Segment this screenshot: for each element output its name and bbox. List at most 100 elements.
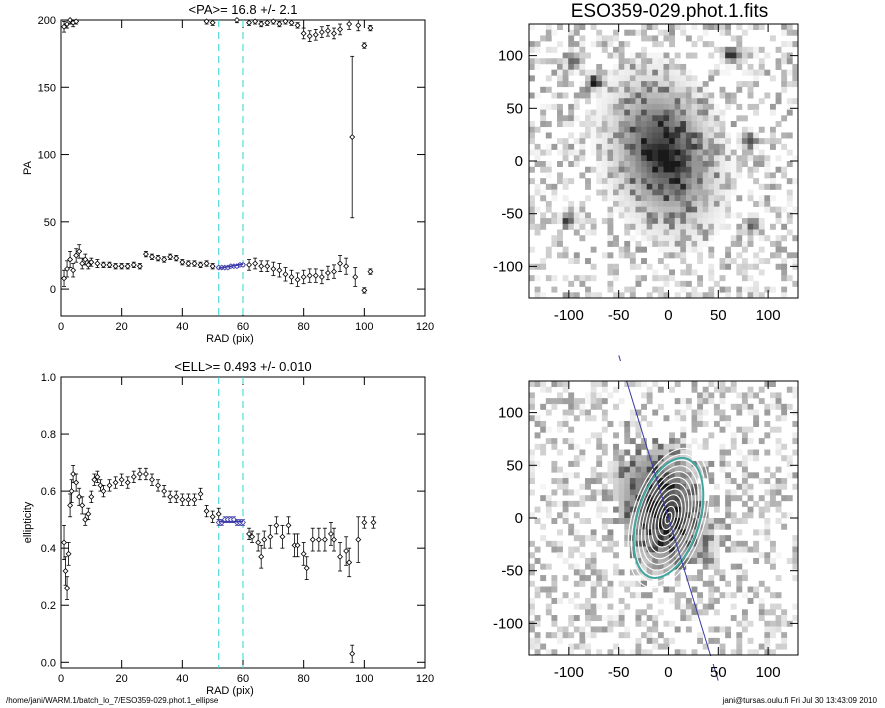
image-pixel (529, 472, 535, 479)
image-pixel (657, 569, 664, 576)
image-pixel (753, 592, 760, 599)
image-pixel (685, 280, 692, 287)
image-pixel (635, 189, 642, 196)
image-pixel (697, 81, 704, 88)
image-pixel (545, 495, 552, 502)
image-pixel (669, 155, 676, 162)
image-pixel (725, 420, 732, 427)
image-pixel (685, 132, 692, 139)
image-pixel (601, 615, 608, 622)
image-pixel (596, 92, 603, 99)
image-pixel (741, 512, 748, 519)
image-pixel (775, 46, 782, 53)
image-pixel (663, 172, 670, 179)
image-pixel (685, 540, 692, 547)
image-pixel (685, 615, 692, 622)
image-pixel (747, 483, 754, 490)
image-pixel (769, 592, 776, 599)
image-pixel (557, 178, 563, 185)
image-pixel (713, 161, 720, 168)
image-pixel (657, 212, 664, 219)
image-pixel (557, 121, 563, 128)
image-pixel (540, 58, 547, 65)
image-pixel (585, 229, 591, 236)
image-pixel (585, 92, 591, 99)
image-pixel (758, 63, 765, 70)
image-pixel (585, 275, 591, 282)
image-pixel (691, 235, 698, 242)
image-pixel (585, 212, 591, 219)
data-point (173, 493, 180, 500)
image-pixel (663, 292, 670, 299)
image-pixel (663, 121, 670, 128)
image-pixel (551, 586, 558, 593)
image-pixel (719, 398, 726, 405)
data-point (264, 263, 271, 270)
image-pixel (590, 615, 597, 622)
image-pixel (551, 218, 558, 225)
data-point (106, 482, 113, 489)
image-pixel (792, 540, 799, 547)
image-pixel (601, 592, 608, 599)
image-pixel (629, 195, 636, 202)
image-pixel (652, 132, 659, 139)
image-pixel (697, 540, 704, 547)
image-pixel (741, 58, 748, 65)
image-pixel (579, 495, 586, 502)
image-pixel (691, 603, 698, 610)
image-pixel (613, 126, 619, 133)
image-pixel (691, 24, 698, 31)
image-pixel (663, 103, 670, 110)
image-pixel (607, 280, 614, 287)
image-pixel (674, 109, 681, 116)
image-pixel (545, 183, 552, 190)
image-pixel (685, 495, 692, 502)
image-pixel (641, 580, 647, 587)
image-pixel (652, 643, 659, 650)
image-pixel (590, 92, 597, 99)
image-pixel (613, 29, 619, 36)
image-pixel (702, 212, 709, 219)
image-pixel (657, 563, 664, 570)
image-pixel (719, 455, 726, 462)
image-pixel (792, 557, 799, 564)
image-pixel (529, 58, 535, 65)
image-pixel (669, 195, 676, 202)
image-pixel (736, 103, 743, 110)
image-pixel (596, 143, 603, 150)
y-tick-label: 150 (38, 82, 56, 94)
image-pixel (646, 637, 653, 644)
image-pixel (618, 109, 625, 116)
image-pixel (758, 195, 765, 202)
image-pixel (713, 132, 720, 139)
image-pixel (691, 575, 698, 582)
image-pixel (545, 426, 552, 433)
data-point (294, 276, 301, 283)
image-pixel (601, 415, 608, 422)
image-pixel (663, 280, 670, 287)
image-pixel (540, 643, 547, 650)
image-pixel (646, 552, 653, 559)
image-pixel (657, 386, 664, 393)
image-pixel (680, 200, 687, 207)
image-pixel (596, 86, 603, 93)
image-pixel (613, 483, 619, 490)
image-pixel (545, 438, 552, 445)
image-pixel (708, 121, 715, 128)
image-pixel (657, 178, 664, 185)
image-pixel (719, 392, 726, 399)
image-pixel (646, 132, 653, 139)
image-pixel (573, 529, 580, 536)
image-pixel (685, 552, 692, 559)
image-pixel (601, 626, 608, 633)
image-pixel (534, 183, 541, 190)
image-pixel (646, 392, 653, 399)
image-pixel (697, 552, 704, 559)
image-pixel (557, 466, 563, 473)
image-pixel (545, 86, 552, 93)
image-pixel (601, 575, 608, 582)
image-pixel (529, 46, 535, 53)
image-pixel (680, 29, 687, 36)
image-pixel (674, 240, 681, 247)
image-pixel (635, 63, 642, 70)
